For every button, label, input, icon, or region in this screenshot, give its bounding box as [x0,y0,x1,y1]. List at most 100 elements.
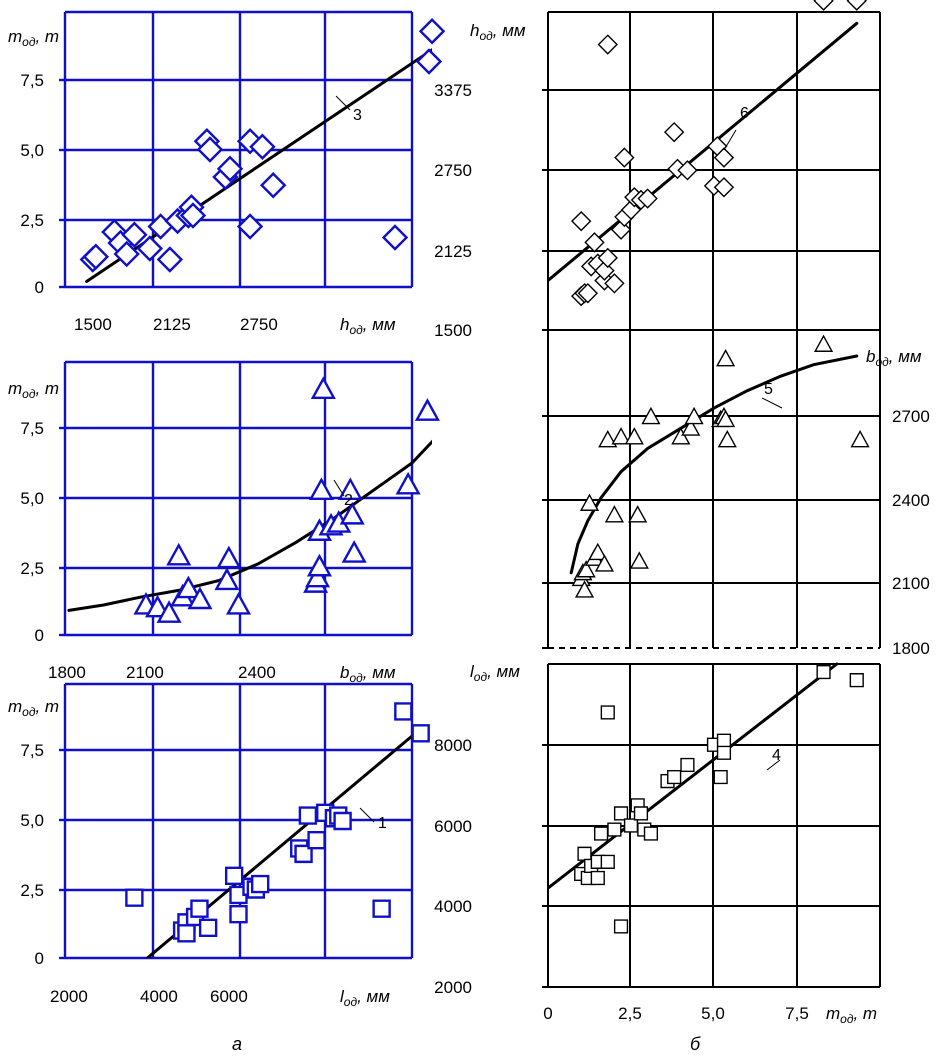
a-mid-data-point [305,564,331,588]
a-top-data-point [236,128,264,155]
a-bot-curve-label: 1 [378,815,387,832]
a-bot-data-point [198,918,218,938]
a-bot-data-point [372,899,391,918]
a-bot-ylabel: mод, т [8,697,59,719]
a-mid-data-point [306,553,333,577]
b-mid-ytick-label: 2700 [892,407,930,426]
a-mid-xtick-label: 2400 [238,663,276,682]
a-bot-ytick-label: 2,5 [20,881,44,900]
a-top-ytick-label: 2,5 [20,211,44,230]
b-mid-ytick-label: 1800 [892,639,930,658]
a-bot-xtick-label: 2000 [50,987,88,1006]
b-bot-data-point [623,818,639,833]
a-mid-curve-leader [333,479,345,497]
a-mid-data-point [166,542,192,566]
panel-label-a: а [232,1034,242,1054]
b-mid-data-point [717,430,737,448]
a-mid-data-point [216,545,242,569]
chart-m-vs-l: lод, мм mод, т 2000 4000 6000 8000 0 2,5 5,0 7,… [434,662,881,1026]
b-bot-fit-curve [548,662,839,890]
b-top-data-point [813,0,834,11]
b-mid-data-point [574,580,595,598]
a-bot-ytick-label: 7,5 [20,741,44,760]
b-mid-data-point [629,551,649,569]
b-bot-data-point [577,846,592,861]
a-top-data-point [236,213,264,240]
panel-label-b: б [690,1034,701,1054]
a-mid-data-point [175,575,201,599]
b-mid-data-point [850,430,870,448]
a-top-grid [59,10,414,289]
b-bot-data-point [643,826,659,841]
b-mid-curve-label: 5 [764,381,773,398]
b-top-ytick-label: 2750 [434,161,472,180]
a-top-data-point [113,240,140,268]
b-mid-data-point [684,406,704,425]
a-bot-data-point [307,830,326,850]
b-top-data-point [713,147,735,168]
b-top-data-point [597,247,618,269]
a-bot-data-point [224,866,244,885]
a-mid-curve-label: 2 [344,492,353,509]
a-bot-data-point [394,702,413,721]
b-bot-data-point [713,769,728,785]
a-mid-ytick-label: 7,5 [20,419,44,438]
b-mid-data-point [681,418,701,436]
a-top-xtick-label: 1500 [74,315,112,334]
a-mid-ytick-label: 5,0 [20,489,44,508]
b-bot-data-point [594,826,609,841]
a-bot-xlabel: lод, мм [340,987,390,1009]
a-top-data-point [216,155,244,182]
a-mid-xtick-label: 1800 [48,663,86,682]
b-bot-grid [542,663,881,988]
a-mid-data-point [225,591,252,615]
a-mid-data-point [310,376,336,399]
a-bot-data-point [125,888,144,907]
b-top-data-point [584,232,605,253]
b-top-data-point [604,273,625,294]
a-top-data-point [196,136,224,163]
b-top-ytick-label: 3375 [434,81,472,100]
b-bot-ytick-label: 6000 [434,817,472,836]
a-bot-ytick-label: 0 [35,949,44,968]
b-bot-data-point [600,854,615,869]
a-mid-data-point [214,567,240,591]
a-bot-data-point [250,874,270,894]
b-top-data-point [677,160,698,181]
chart-m-vs-h: hод, мм 1500 2125 2750 3375 6 [434,0,881,340]
b-bot-xtick-label: 0 [543,1004,552,1023]
b-top-data-point [597,34,618,55]
b-mid-data-point [813,334,834,352]
a-top-ytick-label: 7,5 [20,71,44,90]
b-bot-ylabel: lод, мм [470,662,520,684]
a-top-curve-leader [335,95,351,111]
a-top-ytick-label: 5,0 [20,141,44,160]
b-mid-ytick-label: 2400 [892,491,930,510]
b-bot-xlabel: mод, т [826,1004,877,1026]
b-bot-curve-leader [766,759,781,771]
b-mid-ytick-label: 2100 [892,574,930,593]
a-top-curve-label: 3 [353,107,362,124]
b-bot-data-point [613,919,629,934]
a-top-data-point [156,246,184,273]
a-mid-data-point [414,398,440,421]
b-top-data-point [571,210,592,232]
b-bot-data-point [613,806,629,821]
a-mid-data-point [395,471,421,495]
a-top-data-point [260,172,287,199]
a-mid-fit-curve [67,439,432,612]
b-bot-xtick-label: 2,5 [618,1004,642,1023]
a-bot-data-point [411,724,430,743]
b-mid-data-point [611,427,631,445]
b-mid-data-point [641,406,661,425]
b-top-ytick-label: 2125 [434,242,472,261]
a-bot-data-point [229,904,248,924]
b-bot-ytick-label: 4000 [434,897,472,916]
b-mid-ylabel: bод, мм [866,347,922,369]
a-top-data-point [136,235,164,262]
b-bot-data-point [633,806,649,821]
b-bot-ytick-label: 2000 [434,978,472,997]
b-bot-data-point [716,733,732,748]
a-mid-data-point [339,501,365,525]
